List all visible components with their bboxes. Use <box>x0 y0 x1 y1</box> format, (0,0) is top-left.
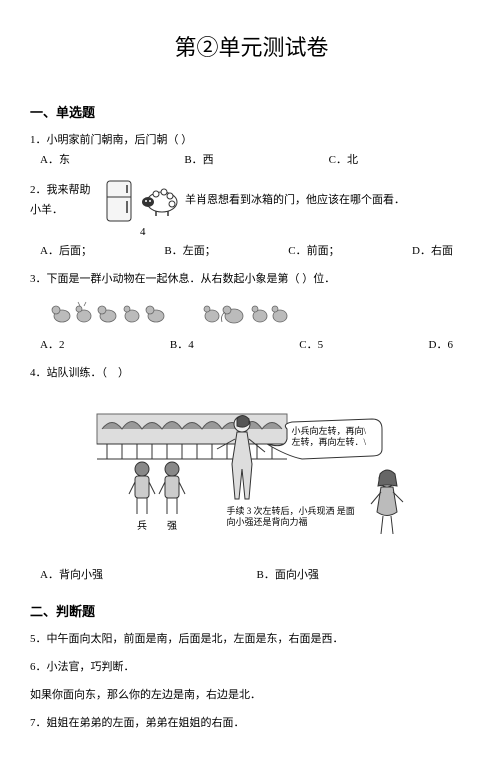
fridge-icon <box>105 179 133 223</box>
label-bing: 兵 <box>137 519 147 532</box>
question-1: 1．小明家前门朝南，后门朝（ ） A．东 B．西 C．北 <box>30 131 473 171</box>
q2-opt-b: B．左面； <box>164 242 215 262</box>
section-1-heading: 一、单选题 <box>30 102 473 121</box>
q3-opt-a: A．2 <box>40 336 64 356</box>
q1-opt-a: A．东 <box>40 151 184 171</box>
boy-2 <box>159 462 185 514</box>
question-5: 5．中午面向太阳，前面是南，后面是北，左面是东，右面是西． <box>30 630 473 650</box>
q2-lead: 2．我来帮助小羊． <box>30 181 100 221</box>
q4-text: 4．站队训练．（ ） <box>30 364 473 384</box>
q4-caption: 手续 3 次左转后，小兵现洒 是面向小强还是背向力福 <box>227 506 357 529</box>
section-2-heading: 二、判断题 <box>30 601 473 620</box>
q2-num4: 4 <box>140 223 473 243</box>
question-6b: 如果你面向东，那么你的左边是南，右边是北． <box>30 686 473 706</box>
girl-figure <box>371 470 403 534</box>
q1-opt-c: C．北 <box>329 151 473 171</box>
question-2: 2．我来帮助小羊． 羊肖恩想看到冰箱的门，他应该在哪个面看． 4 A．后面； B… <box>30 179 473 263</box>
q2-opt-c: C．前面； <box>288 242 339 262</box>
q2-opt-d: D．右面 <box>412 242 453 262</box>
animals-row <box>50 298 473 328</box>
animals-group-2 <box>200 298 290 328</box>
q3-opt-c: C．5 <box>299 336 323 356</box>
question-4: 4．站队训练．（ ） <box>30 364 473 586</box>
animals-group-1 <box>50 298 170 328</box>
q4-opt-a: A．背向小强 <box>40 566 257 586</box>
boy-1 <box>129 462 155 514</box>
q1-opt-b: B．西 <box>184 151 328 171</box>
q1-text: 1．小明家前门朝南，后门朝（ ） <box>30 131 473 151</box>
speech-bubble-text: 小兵向左转，再向\ 左转，再向左转．\ <box>292 426 377 449</box>
sheep-icon <box>138 184 180 218</box>
q3-opt-b: B．4 <box>170 336 194 356</box>
q2-opt-a: A．后面； <box>40 242 92 262</box>
question-3: 3．下面是一群小动物在一起休息．从右数起小象是第（ ）位． A．2 B．4 C．… <box>30 270 473 356</box>
label-qiang: 强 <box>167 520 177 532</box>
page-title: 第②单元测试卷 <box>30 30 473 62</box>
q3-text: 3．下面是一群小动物在一起休息．从右数起小象是第（ ）位． <box>30 270 473 290</box>
q2-tail: 羊肖恩想看到冰箱的门，他应该在哪个面看． <box>185 191 405 211</box>
question-6a: 6．小法官，巧判断． <box>30 658 473 678</box>
question-7: 7．姐姐在弟弟的左面，弟弟在姐姐的右面． <box>30 714 473 734</box>
q3-opt-d: D．6 <box>429 336 453 356</box>
q4-opt-b: B．面向小强 <box>257 566 474 586</box>
